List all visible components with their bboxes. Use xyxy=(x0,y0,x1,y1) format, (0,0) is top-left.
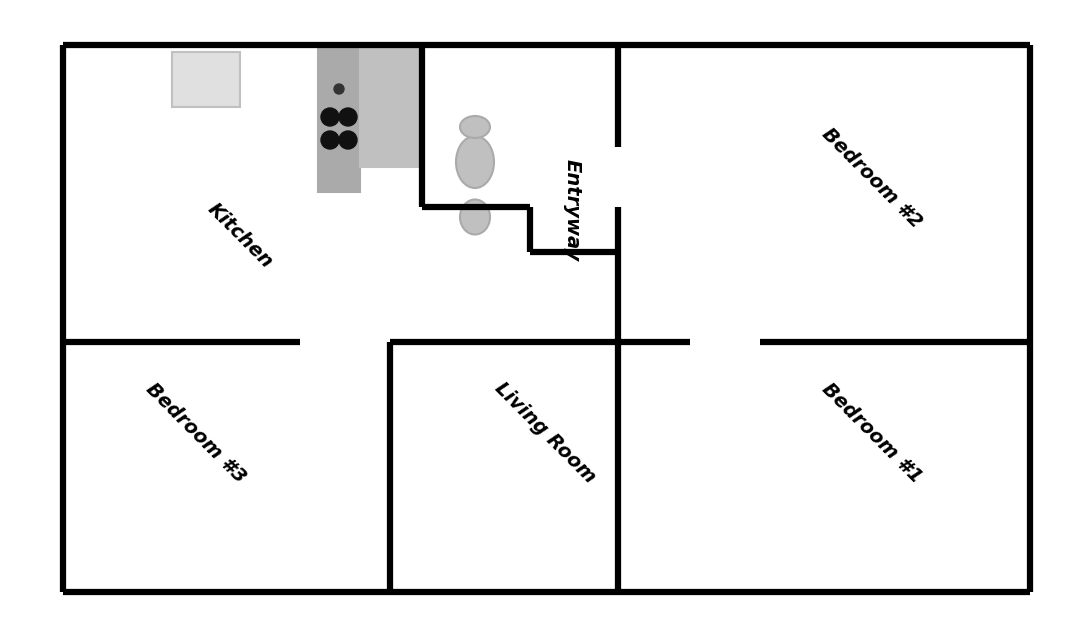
Bar xyxy=(318,45,360,192)
Circle shape xyxy=(339,131,358,149)
Text: Bedroom #3: Bedroom #3 xyxy=(143,380,250,487)
Circle shape xyxy=(320,108,339,126)
Text: Kitchen: Kitchen xyxy=(204,199,276,272)
Bar xyxy=(360,45,422,167)
Bar xyxy=(172,52,240,107)
Text: Entryway: Entryway xyxy=(562,159,582,261)
Text: Living Room: Living Room xyxy=(490,379,600,487)
Ellipse shape xyxy=(456,136,494,188)
Circle shape xyxy=(320,131,339,149)
Circle shape xyxy=(339,108,358,126)
Ellipse shape xyxy=(460,199,490,234)
Text: Bedroom #1: Bedroom #1 xyxy=(819,380,925,487)
Circle shape xyxy=(334,84,344,94)
Text: Bedroom #2: Bedroom #2 xyxy=(819,125,925,232)
Ellipse shape xyxy=(460,116,490,138)
